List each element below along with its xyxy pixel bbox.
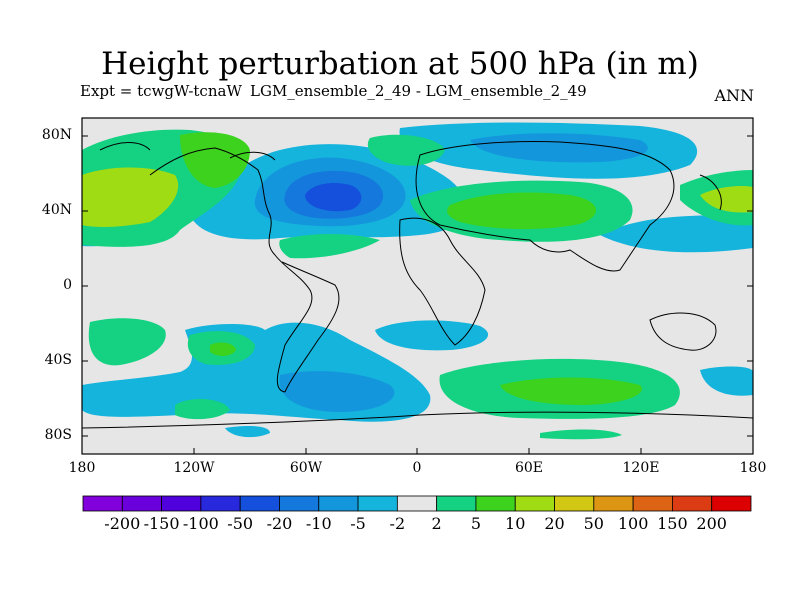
positive-region: [279, 234, 380, 259]
colorbar-swatch: [82, 495, 123, 512]
positive-region: [700, 185, 753, 213]
colorbar-swatch: [279, 495, 320, 512]
lon-label: 120W: [173, 460, 215, 476]
ensemble-label: LGM_ensemble_2_49 - LGM_ensemble_2_49: [250, 82, 587, 100]
colorbar-label: -20: [266, 514, 293, 533]
lat-label: 0: [63, 277, 72, 293]
colorbar-swatch: [200, 495, 241, 512]
colorbar-swatch: [121, 495, 162, 512]
colorbar-swatch: [436, 495, 477, 512]
colorbar-label: 10: [505, 514, 526, 533]
positive-region: [210, 342, 236, 356]
negative-region: [305, 183, 362, 212]
colorbar-swatch: [593, 495, 634, 512]
lon-label: 180: [739, 460, 767, 476]
lat-label: 80N: [41, 127, 72, 143]
map-title: Height perturbation at 500 hPa (in m): [101, 46, 699, 82]
colorbar-swatch: [396, 495, 438, 512]
colorbar-swatch: [239, 495, 280, 512]
experiment-label: Expt = tcwgW-tcnaW: [80, 82, 242, 100]
coastlines: [82, 141, 753, 429]
colorbar-swatch: [672, 495, 713, 512]
positive-region: [447, 192, 597, 230]
colorbar-swatch: [632, 495, 673, 512]
colorbar-label: -200: [104, 514, 141, 533]
lon-label: 120E: [622, 460, 660, 476]
positive-region: [540, 429, 622, 440]
colorbar-swatch: [357, 495, 398, 512]
lon-label: 60W: [289, 460, 323, 476]
contour-field: [82, 118, 753, 454]
axis-ticks: [82, 135, 753, 454]
colorbar-label: 5: [470, 514, 482, 533]
positive-region: [500, 377, 642, 405]
colorbar-label: 2: [431, 514, 442, 533]
lon-label: 0: [412, 460, 422, 476]
colorbar-swatch: [475, 495, 516, 512]
lat-label: 80S: [44, 427, 72, 443]
colorbar-label: -2: [389, 514, 406, 533]
positive-region: [367, 134, 445, 166]
colorbar-label: 100: [617, 514, 649, 533]
positive-region: [180, 132, 250, 188]
positive-region: [88, 318, 166, 366]
colorbar-swatch: [161, 495, 202, 512]
negative-region: [279, 371, 395, 412]
lon-label: 180: [68, 460, 96, 476]
colorbar-label: -100: [182, 514, 219, 533]
colorbar-label: 50: [583, 514, 604, 533]
lat-label: 40N: [41, 202, 72, 218]
season-label: ANN: [714, 86, 754, 105]
colorbar-label: 150: [657, 514, 688, 533]
colorbar-label: -10: [305, 514, 332, 533]
colorbar-swatch: [318, 495, 359, 512]
negative-region: [470, 133, 648, 163]
colorbar-swatch: [711, 495, 752, 512]
colorbar-swatch: [514, 495, 555, 512]
colorbar-label: -50: [227, 514, 254, 533]
colorbar-swatch: [554, 495, 595, 512]
positive-region: [82, 167, 179, 227]
lat-label: 40S: [44, 352, 72, 368]
lon-label: 60E: [514, 460, 544, 476]
colorbar-label: -150: [143, 514, 180, 533]
colorbar-label: 200: [696, 514, 727, 533]
negative-region: [700, 366, 753, 396]
colorbar: [82, 495, 752, 512]
positive-region: [175, 398, 230, 420]
colorbar-label: -5: [350, 514, 366, 533]
negative-region: [375, 320, 489, 351]
negative-region: [225, 425, 270, 438]
colorbar-label: 20: [544, 514, 565, 533]
